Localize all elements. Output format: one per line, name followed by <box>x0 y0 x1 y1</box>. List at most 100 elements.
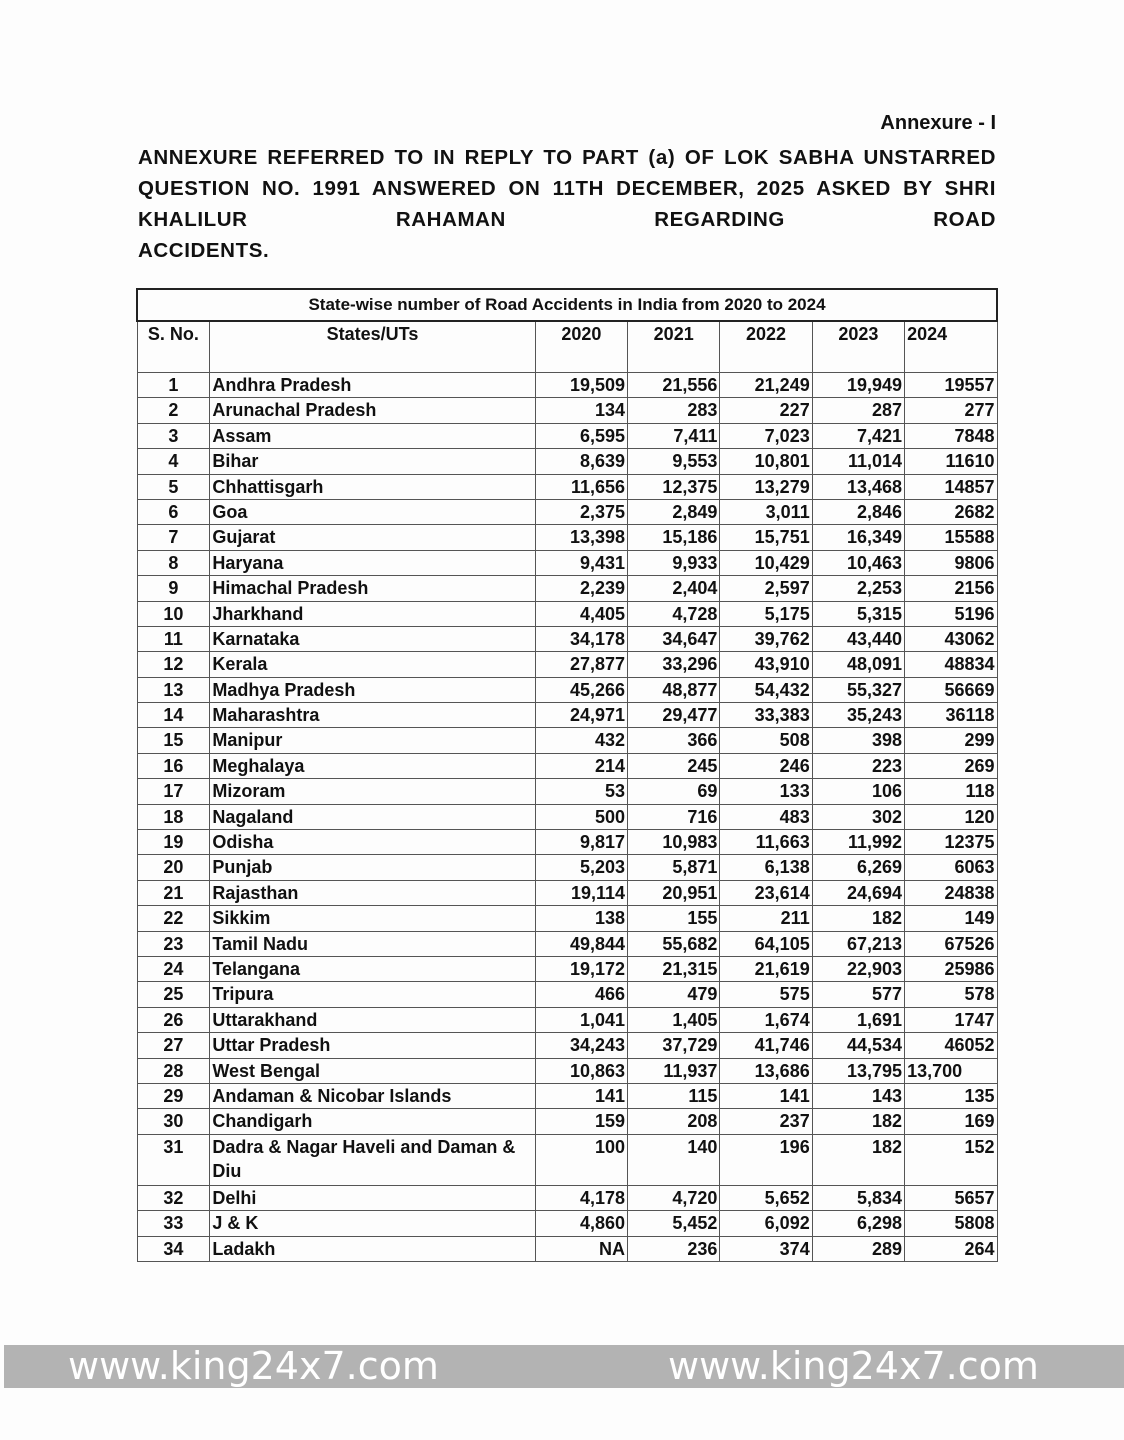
cell-2020: 9,431 <box>534 549 629 577</box>
cell-2024: 56669 <box>904 676 998 704</box>
cell-sno: 30 <box>136 1108 211 1135</box>
table-row: 29 Andaman & Nicobar Islands 141 115 141 143 1… <box>136 1082 998 1110</box>
cell-2020: 141 <box>534 1082 629 1110</box>
cell-2020: 24,971 <box>534 702 629 729</box>
table-body: 1 Andhra Pradesh 19,509 21,556 21,249 19,949 1… <box>136 371 998 1262</box>
cell-2020: 8,639 <box>534 448 629 475</box>
cell-2022: 41,746 <box>719 1032 813 1059</box>
cell-state: Telangana <box>209 955 536 983</box>
cell-2021: 245 <box>627 752 721 780</box>
header-2024: 2024 <box>904 320 998 373</box>
cell-state: Nagaland <box>209 803 536 831</box>
cell-sno: 24 <box>136 955 211 983</box>
cell-state: Tripura <box>209 981 536 1008</box>
cell-sno: 1 <box>136 371 211 399</box>
cell-state: Uttar Pradesh <box>209 1032 536 1059</box>
cell-2022: 64,105 <box>719 930 813 957</box>
cell-2022: 21,619 <box>719 955 813 983</box>
cell-sno: 18 <box>136 803 211 831</box>
cell-sno: 3 <box>136 422 211 450</box>
cell-2022: 13,686 <box>719 1057 813 1084</box>
cell-2022: 5,175 <box>719 600 813 627</box>
table-row: 6 Goa 2,375 2,849 3,011 2,846 2682 <box>136 498 998 526</box>
cell-2021: 716 <box>627 803 721 831</box>
table-row: 15 Manipur 432 366 508 398 299 <box>136 727 998 754</box>
cell-2020: 466 <box>534 981 629 1008</box>
cell-state: Meghalaya <box>209 752 536 780</box>
cell-state: Delhi <box>209 1184 536 1212</box>
cell-sno: 11 <box>136 625 211 653</box>
table-row: 1 Andhra Pradesh 19,509 21,556 21,249 19,949 1… <box>136 371 998 399</box>
cell-2022: 483 <box>719 803 813 831</box>
cell-2021: 155 <box>627 905 721 932</box>
heading-line: 2025 ASKED BY SHRI KHALILUR RAHAMAN REGA… <box>138 177 996 231</box>
cell-2023: 1,691 <box>811 1006 906 1034</box>
cell-2022: 2,597 <box>719 575 813 602</box>
cell-state: Odisha <box>209 829 536 856</box>
cell-sno: 23 <box>136 930 211 957</box>
cell-2024: 7848 <box>904 422 998 450</box>
cell-sno: 14 <box>136 702 211 729</box>
cell-state: Andhra Pradesh <box>209 371 536 399</box>
cell-2023: 2,253 <box>811 575 906 602</box>
cell-2020: 45,266 <box>534 676 629 704</box>
cell-2024: 13,700 <box>904 1057 998 1084</box>
cell-state: Gujarat <box>209 524 536 551</box>
cell-2022: 5,652 <box>719 1184 813 1212</box>
cell-2022: 10,801 <box>719 448 813 475</box>
cell-state: Arunachal Pradesh <box>209 397 536 424</box>
cell-2020: 2,239 <box>534 575 629 602</box>
cell-state: Ladakh <box>209 1235 536 1262</box>
table-row: 34 Ladakh NA 236 374 289 264 <box>136 1235 998 1262</box>
table-row: 10 Jharkhand 4,405 4,728 5,175 5,315 5196 <box>136 600 998 627</box>
cell-sno: 12 <box>136 651 211 678</box>
cell-2022: 33,383 <box>719 702 813 729</box>
cell-2024: 152 <box>904 1133 998 1186</box>
table-row: 28 West Bengal 10,863 11,937 13,686 13,795 13,… <box>136 1057 998 1084</box>
cell-2024: 264 <box>904 1235 998 1262</box>
cell-state: Haryana <box>209 549 536 577</box>
cell-state: Dadra & Nagar Haveli and Daman & Diu <box>209 1133 536 1186</box>
cell-sno: 13 <box>136 676 211 704</box>
cell-2024: 36118 <box>904 702 998 729</box>
cell-2023: 182 <box>811 1108 906 1135</box>
heading-line: ACCIDENTS. <box>138 239 270 262</box>
cell-2024: 19557 <box>904 371 998 399</box>
cell-2022: 13,279 <box>719 473 813 500</box>
table-header-row: S. No. States/UTs 2020 2021 2022 2023 20… <box>136 320 998 373</box>
cell-2021: 9,553 <box>627 448 721 475</box>
cell-sno: 19 <box>136 829 211 856</box>
cell-2020: 49,844 <box>534 930 629 957</box>
cell-2021: 1,405 <box>627 1006 721 1034</box>
cell-sno: 8 <box>136 549 211 577</box>
cell-2021: 48,877 <box>627 676 721 704</box>
cell-2023: 55,327 <box>811 676 906 704</box>
cell-state: Tamil Nadu <box>209 930 536 957</box>
cell-2024: 14857 <box>904 473 998 500</box>
cell-2024: 277 <box>904 397 998 424</box>
cell-2024: 67526 <box>904 930 998 957</box>
cell-2022: 141 <box>719 1082 813 1110</box>
cell-2022: 3,011 <box>719 498 813 526</box>
cell-sno: 28 <box>136 1057 211 1084</box>
cell-2023: 5,315 <box>811 600 906 627</box>
table-row: 4 Bihar 8,639 9,553 10,801 11,014 11610 <box>136 448 998 475</box>
cell-2020: 500 <box>534 803 629 831</box>
cell-2022: 508 <box>719 727 813 754</box>
cell-2021: 236 <box>627 1235 721 1262</box>
cell-2021: 208 <box>627 1108 721 1135</box>
cell-2021: 4,728 <box>627 600 721 627</box>
cell-2020: 53 <box>534 778 629 805</box>
cell-sno: 22 <box>136 905 211 932</box>
table-caption-row: State-wise number of Road Accidents in I… <box>136 288 998 322</box>
cell-state: Uttarakhand <box>209 1006 536 1034</box>
cell-2023: 6,298 <box>811 1210 906 1237</box>
table-row: 14 Maharashtra 24,971 29,477 33,383 35,243 361… <box>136 702 998 729</box>
cell-state: Chhattisgarh <box>209 473 536 500</box>
cell-2020: NA <box>534 1235 629 1262</box>
header-2021: 2021 <box>627 320 721 373</box>
cell-2022: 246 <box>719 752 813 780</box>
cell-2022: 237 <box>719 1108 813 1135</box>
cell-2022: 15,751 <box>719 524 813 551</box>
cell-2024: 2682 <box>904 498 998 526</box>
